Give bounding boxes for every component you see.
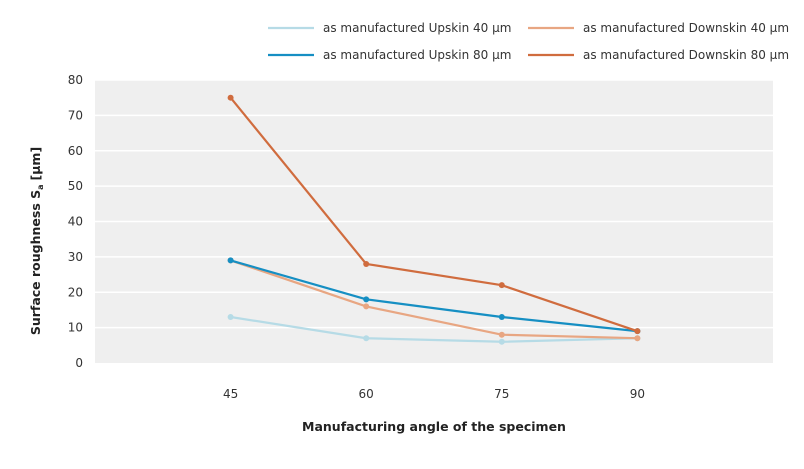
x-axis-title: Manufacturing angle of the specimen	[302, 419, 566, 434]
data-point	[498, 338, 505, 345]
legend-label: as manufactured Downskin 40 µm	[583, 21, 789, 35]
x-tick-label: 75	[494, 387, 509, 401]
legend-label: as manufactured Upskin 80 µm	[323, 48, 511, 62]
series-line	[230, 315, 638, 343]
data-point	[498, 314, 505, 321]
legend-item: as manufactured Upskin 40 µm	[268, 21, 511, 35]
y-tick-label: 10	[68, 321, 83, 335]
data-point	[634, 335, 641, 342]
y-axis-title-subscript: a	[36, 184, 45, 189]
x-tick-label: 90	[630, 387, 645, 401]
y-tick-label: 80	[68, 73, 83, 87]
data-point	[363, 303, 370, 310]
data-point	[227, 94, 234, 101]
y-tick-label: 40	[68, 215, 83, 229]
data-point	[363, 296, 370, 303]
y-axis-title: Surface roughness Sa [µm]	[28, 147, 45, 335]
y-tick-label: 50	[68, 179, 83, 193]
data-point	[363, 260, 370, 267]
legend-label: as manufactured Downskin 80 µm	[583, 48, 789, 62]
data-point	[363, 335, 370, 342]
legend-item: as manufactured Downskin 40 µm	[528, 21, 789, 35]
data-point	[634, 328, 641, 335]
x-tick-label: 45	[223, 387, 238, 401]
data-point	[498, 282, 505, 289]
y-axis-title-main: Surface roughness S	[28, 190, 43, 335]
series-4	[227, 94, 641, 335]
series-line	[230, 259, 638, 340]
y-tick-label: 20	[68, 285, 83, 299]
y-tick-label: 0	[75, 356, 83, 370]
legend-label: as manufactured Upskin 40 µm	[323, 21, 511, 35]
legend-item: as manufactured Downskin 80 µm	[528, 48, 789, 62]
x-tick-label: 60	[359, 387, 374, 401]
data-point	[498, 331, 505, 338]
legend: as manufactured Upskin 40 µm as manufactu…	[268, 21, 789, 62]
legend-item: as manufactured Upskin 80 µm	[268, 48, 511, 62]
y-tick-label: 60	[68, 144, 83, 158]
y-tick-label: 70	[68, 108, 83, 122]
series-group	[227, 94, 641, 345]
x-axis-ticks: 45 60 75 90	[223, 387, 645, 401]
data-point	[227, 257, 234, 264]
series-line	[230, 259, 638, 333]
y-axis-ticks: 0 10 20 30 40 50 60 70 80	[68, 73, 83, 370]
series-line	[229, 96, 638, 333]
y-tick-label: 30	[68, 250, 83, 264]
data-point	[227, 314, 234, 321]
gridlines	[95, 79, 773, 329]
y-axis-title-unit: [µm]	[28, 147, 43, 181]
